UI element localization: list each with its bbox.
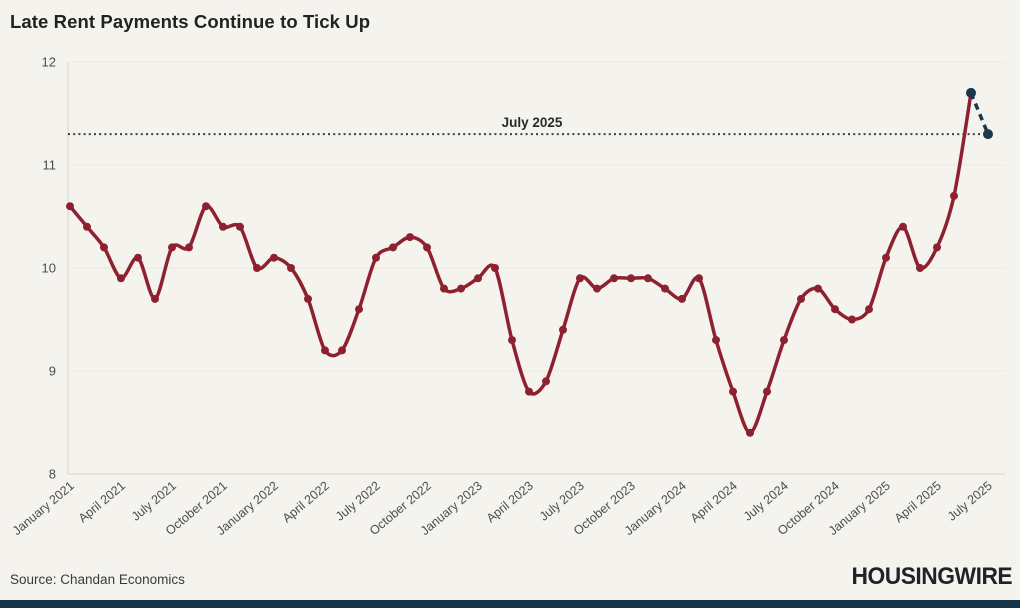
data-point	[678, 294, 686, 303]
data-point	[950, 191, 958, 200]
chart-title: Late Rent Payments Continue to Tick Up	[10, 11, 371, 32]
data-point	[134, 253, 142, 262]
data-point	[66, 202, 74, 211]
data-point	[525, 387, 533, 396]
x-tick-label: April 2021	[76, 479, 128, 526]
data-point	[729, 387, 737, 396]
data-point	[746, 428, 754, 437]
data-point	[916, 264, 924, 272]
x-tick-label: July 2022	[333, 479, 383, 524]
data-point	[542, 377, 550, 386]
data-point	[695, 274, 703, 283]
housingwire-logo: HOUSINGWIRE	[851, 563, 1012, 590]
x-tick-label: April 2023	[484, 479, 536, 526]
reference-line-label: July 2025	[502, 115, 563, 130]
data-point	[933, 243, 941, 252]
x-tick-label: July 2023	[537, 479, 587, 524]
data-point	[168, 243, 176, 252]
data-point	[474, 274, 482, 283]
data-point	[559, 325, 567, 334]
highlight-data-point	[983, 129, 993, 140]
data-point	[763, 387, 771, 396]
data-point	[304, 294, 312, 303]
data-point	[406, 233, 414, 242]
data-point	[610, 274, 618, 283]
data-point	[372, 253, 380, 262]
data-point	[593, 284, 601, 293]
source-credit: Source: Chandan Economics	[10, 572, 185, 587]
brand-bar	[0, 600, 1020, 608]
data-point	[253, 264, 261, 272]
x-tick-label: April 2025	[892, 479, 944, 526]
data-point	[848, 315, 856, 324]
data-point	[440, 284, 448, 293]
data-point	[797, 294, 805, 303]
data-point	[644, 274, 652, 283]
x-tick-label: April 2022	[280, 479, 332, 526]
data-point	[831, 305, 839, 314]
data-point	[508, 336, 516, 345]
data-point	[814, 284, 822, 293]
x-tick-label: April 2024	[688, 479, 740, 526]
x-tick-label: July 2025	[945, 479, 995, 524]
y-tick-label: 9	[49, 364, 56, 379]
data-point	[236, 222, 244, 231]
x-tick-label: July 2024	[741, 479, 791, 524]
projection-dashed-line	[969, 92, 990, 135]
data-point	[83, 222, 91, 231]
data-point	[100, 243, 108, 252]
data-point	[457, 284, 465, 293]
data-point	[185, 243, 193, 252]
data-point	[270, 253, 278, 262]
data-point	[576, 274, 584, 283]
data-point	[661, 284, 669, 293]
data-point	[219, 222, 227, 231]
series-line	[68, 91, 973, 435]
data-point	[712, 336, 720, 345]
data-point	[355, 305, 363, 314]
y-tick-label: 11	[43, 158, 57, 173]
data-point	[627, 274, 635, 283]
data-point	[338, 346, 346, 355]
data-point	[423, 243, 431, 252]
data-point	[882, 253, 890, 262]
data-point	[491, 264, 499, 272]
data-point	[321, 346, 329, 355]
y-tick-label: 10	[42, 261, 56, 276]
data-point	[202, 202, 210, 211]
highlight-data-point	[966, 87, 976, 98]
x-tick-label: July 2021	[129, 479, 179, 524]
y-tick-label: 8	[49, 467, 56, 482]
data-point	[117, 274, 125, 283]
data-point	[899, 222, 907, 231]
data-point	[389, 243, 397, 252]
data-point	[151, 294, 159, 303]
data-point	[287, 264, 295, 272]
y-tick-label: 12	[42, 55, 56, 70]
data-point	[780, 336, 788, 345]
data-point	[865, 305, 873, 314]
x-tick-label: January 2021	[10, 479, 77, 538]
